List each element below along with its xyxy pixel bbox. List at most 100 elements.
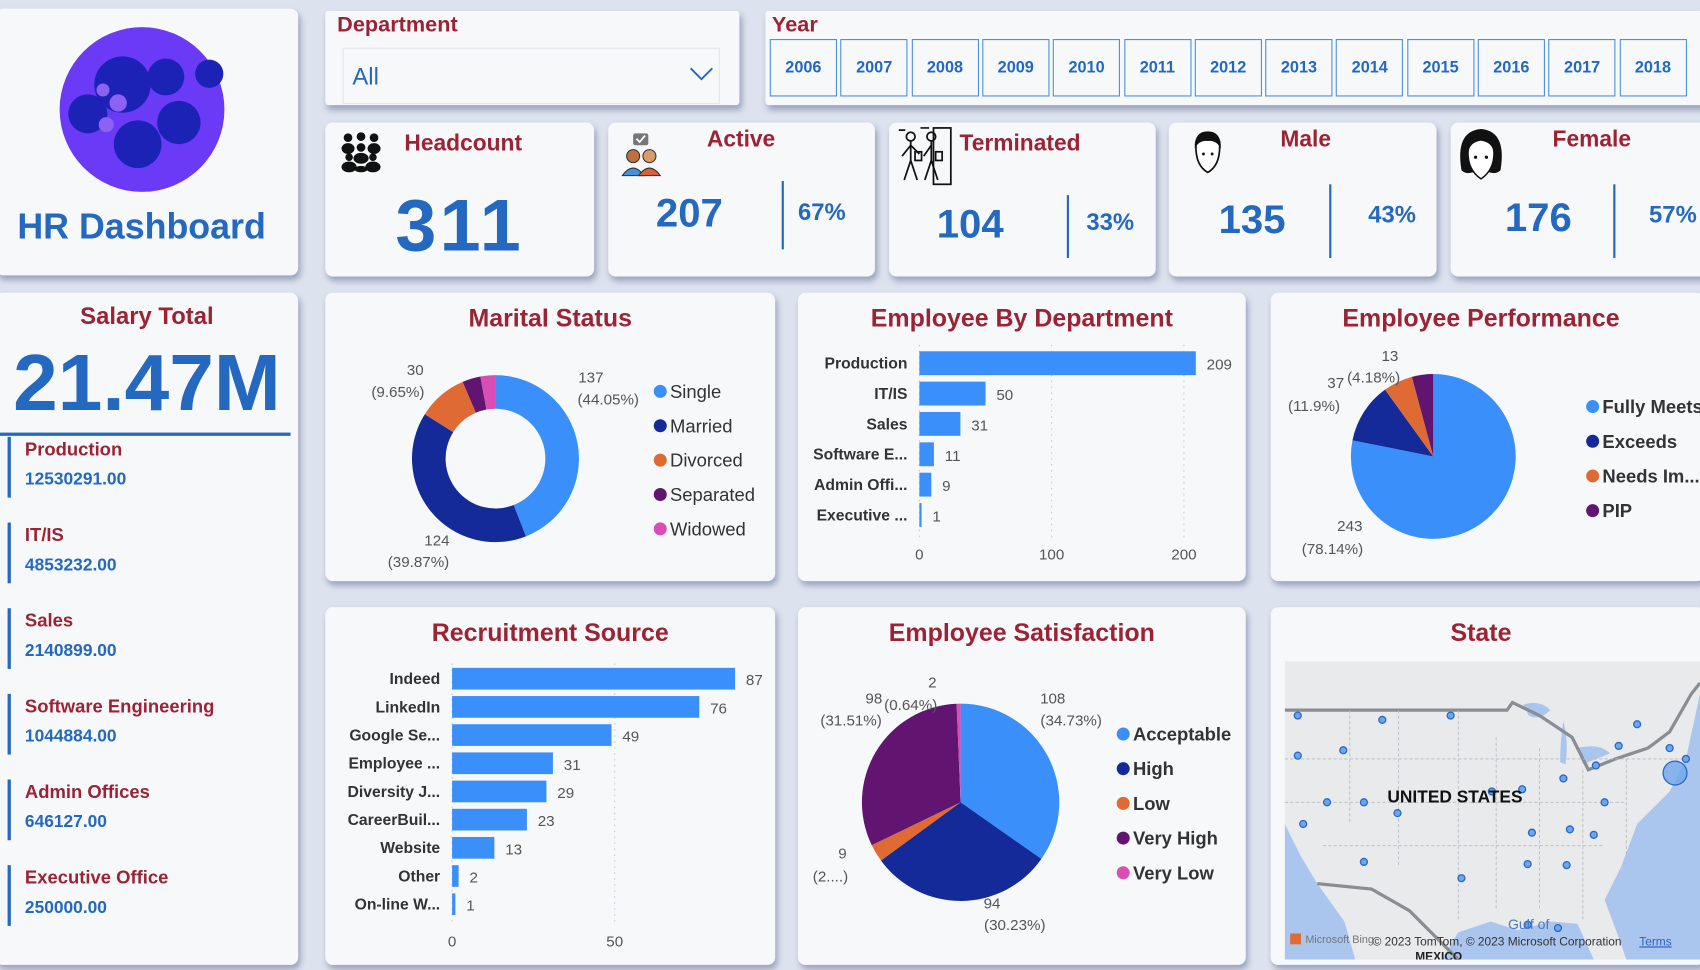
state-marker[interactable] <box>1446 711 1455 720</box>
slice-pip[interactable] <box>1411 374 1434 457</box>
slice-very-high[interactable] <box>861 703 961 846</box>
year-button-2017[interactable]: 2017 <box>1548 39 1616 97</box>
slice-exceeds[interactable] <box>1352 389 1434 457</box>
state-marker[interactable] <box>1359 798 1369 807</box>
bar[interactable] <box>452 752 553 775</box>
state-marker[interactable] <box>1565 825 1575 834</box>
data-label-value: 108 <box>1040 691 1065 708</box>
legend-item[interactable]: Needs Im... <box>1602 465 1699 486</box>
state-marker[interactable] <box>1562 861 1571 870</box>
legend-item[interactable]: Separated <box>670 484 755 505</box>
year-button-2007[interactable]: 2007 <box>840 39 908 97</box>
year-button-2011[interactable]: 2011 <box>1123 39 1191 97</box>
bar[interactable] <box>452 836 495 859</box>
bar[interactable] <box>452 780 547 803</box>
year-button-2016[interactable]: 2016 <box>1477 39 1545 97</box>
slice-separated[interactable] <box>462 376 487 413</box>
department-dropdown[interactable]: All <box>342 47 720 105</box>
bar[interactable] <box>452 808 527 831</box>
year-button-2012[interactable]: 2012 <box>1194 39 1262 97</box>
slice-low[interactable] <box>871 802 961 861</box>
bar[interactable] <box>919 351 1196 376</box>
state-marker[interactable] <box>1457 874 1466 883</box>
legend-item[interactable]: Exceeds <box>1602 431 1677 452</box>
slice-acceptable[interactable] <box>960 703 1060 859</box>
state-marker[interactable] <box>1293 751 1302 760</box>
kpi-active: Active 207 67% <box>608 122 875 277</box>
year-button-2008[interactable]: 2008 <box>911 39 979 97</box>
year-button-2006[interactable]: 2006 <box>769 39 837 97</box>
state-marker[interactable] <box>1591 761 1601 770</box>
state-marker[interactable] <box>1322 798 1332 807</box>
bar[interactable] <box>452 893 456 916</box>
state-marker[interactable] <box>1527 828 1537 837</box>
bar[interactable] <box>452 696 700 718</box>
state-marker[interactable] <box>1293 711 1302 720</box>
legend-marker <box>653 487 667 501</box>
slice-high[interactable] <box>880 802 1042 901</box>
legend-item[interactable]: High <box>1133 758 1174 779</box>
slice-divorced[interactable] <box>424 381 476 433</box>
legend-item[interactable]: PIP <box>1602 500 1632 521</box>
slice-fully-meets[interactable] <box>1350 374 1516 539</box>
bar[interactable] <box>919 381 986 406</box>
state-marker[interactable] <box>1662 760 1688 786</box>
bar[interactable] <box>452 865 459 887</box>
state-marker[interactable] <box>1614 741 1623 751</box>
legend-item[interactable]: Very Low <box>1133 862 1215 883</box>
slice-single[interactable] <box>495 375 579 537</box>
slice-needs-im-[interactable] <box>1384 376 1434 457</box>
state-marker[interactable] <box>1632 720 1642 729</box>
state-marker[interactable] <box>1378 715 1387 725</box>
female-percent: 57% <box>1649 200 1697 228</box>
state-marker[interactable] <box>1681 754 1691 764</box>
bar[interactable] <box>919 472 932 497</box>
state-marker[interactable] <box>1559 774 1568 783</box>
legend-item[interactable]: Widowed <box>670 518 746 539</box>
state-map[interactable]: UNITED STATES Gulf of MEXICO Microsoft B… <box>1284 661 1700 963</box>
terms-link[interactable]: Terms <box>1639 934 1671 948</box>
legend-marker <box>1116 762 1130 776</box>
employee-by-department-card: Employee By Department <box>797 292 1246 582</box>
bar[interactable] <box>452 724 612 746</box>
divider <box>1613 184 1616 259</box>
slice-very-low[interactable] <box>956 703 961 803</box>
legend-item[interactable]: Acceptable <box>1133 723 1231 744</box>
year-button-2014[interactable]: 2014 <box>1336 39 1404 97</box>
legend-item[interactable]: Low <box>1133 793 1171 814</box>
year-button-2010[interactable]: 2010 <box>1052 39 1121 97</box>
slice-widowed[interactable] <box>480 375 496 410</box>
bar[interactable] <box>919 503 922 527</box>
state-marker[interactable] <box>1487 787 1496 796</box>
state-marker[interactable] <box>1600 798 1609 807</box>
state-marker[interactable] <box>1553 923 1563 933</box>
bar[interactable] <box>919 411 961 436</box>
state-marker[interactable] <box>1518 785 1527 794</box>
bar[interactable] <box>452 667 736 690</box>
year-button-2009[interactable]: 2009 <box>982 39 1050 97</box>
year-button-2013[interactable]: 2013 <box>1265 39 1333 97</box>
state-marker[interactable] <box>1523 920 1532 929</box>
x-tick-label: 0 <box>448 933 456 950</box>
legend-item[interactable]: Married <box>670 415 732 436</box>
state-marker[interactable] <box>1359 857 1369 867</box>
bar[interactable] <box>919 442 934 467</box>
male-label: Male <box>1280 126 1332 152</box>
legend-item[interactable]: Very High <box>1133 828 1218 849</box>
category-label: Admin Offi... <box>814 477 907 494</box>
legend-item[interactable]: Divorced <box>670 450 743 471</box>
state-marker[interactable] <box>1393 809 1402 818</box>
state-marker[interactable] <box>1299 819 1308 829</box>
state-marker[interactable] <box>1523 859 1532 869</box>
state-marker[interactable] <box>1589 830 1598 839</box>
year-button-2015[interactable]: 2015 <box>1406 39 1475 97</box>
state-marker[interactable] <box>1665 743 1674 753</box>
year-button-2018[interactable]: 2018 <box>1619 39 1687 97</box>
legend-item[interactable]: Fully Meets <box>1602 396 1700 417</box>
slice-married[interactable] <box>411 414 526 543</box>
bing-label: Microsoft Bing <box>1305 934 1374 946</box>
terminated-label: Terminated <box>959 131 1081 157</box>
legend-item[interactable]: Single <box>670 381 721 402</box>
people-group-icon <box>341 132 381 173</box>
state-marker[interactable] <box>1339 746 1348 755</box>
